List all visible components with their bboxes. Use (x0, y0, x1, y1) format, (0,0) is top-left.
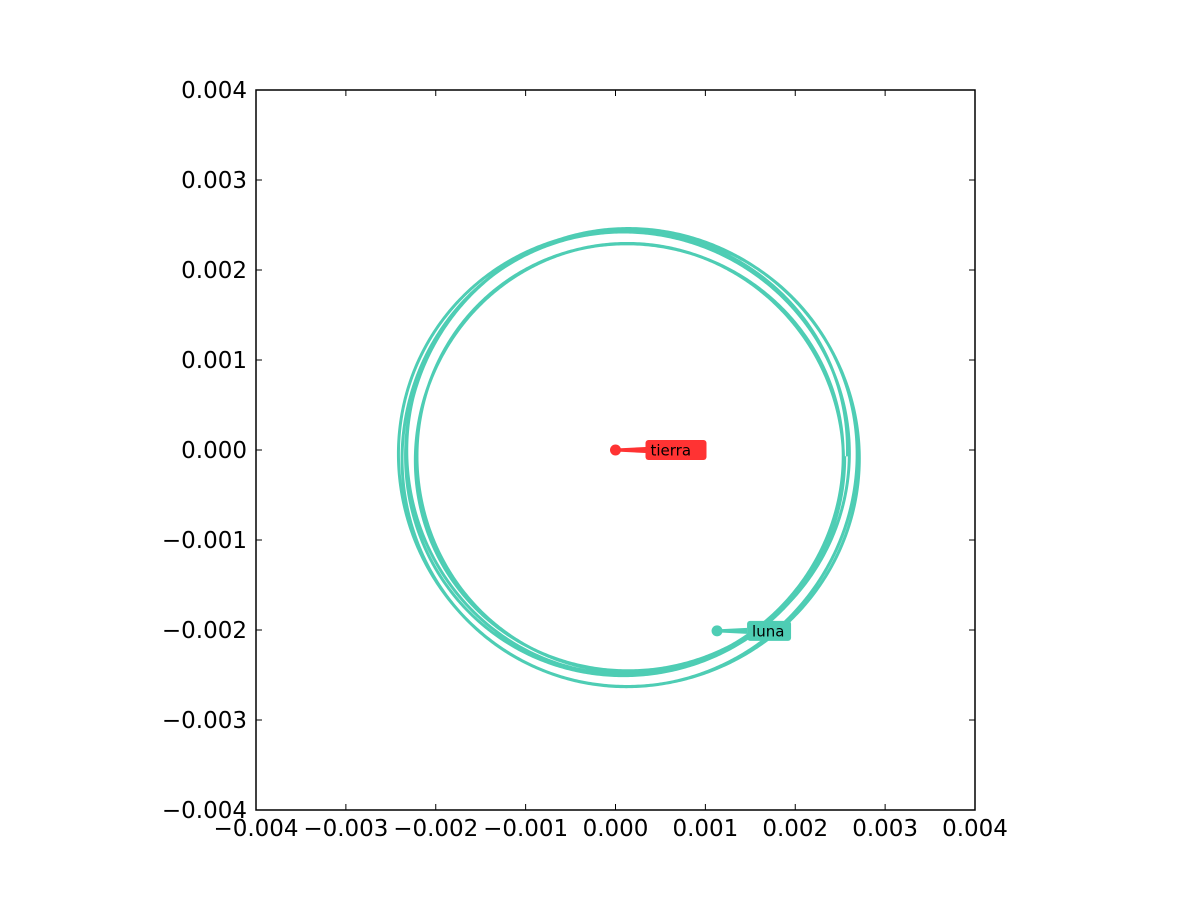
y-tick-label: 0.004 (181, 78, 247, 104)
point-label-box (645, 440, 707, 460)
y-tick-label: −0.001 (162, 528, 247, 554)
y-tick-label: 0.002 (181, 258, 247, 284)
x-tick-label: −0.003 (303, 816, 388, 842)
point-label: tierra (651, 442, 692, 460)
y-tick-labels: 0.004 0.003 0.002 0.001 0.000 −0.001 −0.002 −0.… (162, 78, 247, 824)
y-tick-label: −0.003 (162, 708, 247, 734)
x-tick-label: 0.002 (762, 816, 828, 842)
x-tick-label: −0.004 (213, 816, 298, 842)
x-tick-label: 0.000 (583, 816, 649, 842)
x-tick-label: 0.004 (942, 816, 1008, 842)
y-tick-label: 0.001 (181, 348, 247, 374)
axis-ticks (255, 89, 976, 811)
orbit-trajectories (396, 227, 861, 689)
x-tick-label: −0.002 (393, 816, 478, 842)
y-tick-label: −0.004 (162, 798, 247, 824)
point-label: luna (752, 622, 784, 640)
x-tick-label: 0.001 (672, 816, 738, 842)
y-tick-label: 0.003 (181, 168, 247, 194)
body-tierra: tierra (610, 440, 707, 460)
x-tick-label: −0.001 (483, 816, 568, 842)
moon-orbit-path (396, 227, 861, 689)
bodies: tierra luna (610, 440, 792, 641)
x-tick-label: 0.003 (852, 816, 918, 842)
point-marker (610, 444, 621, 456)
x-tick-labels: −0.004 −0.003 −0.002 −0.001 0.000 0.001 0.002 0… (213, 816, 1007, 842)
y-tick-label: 0.000 (181, 438, 247, 464)
label-pointer (717, 627, 748, 634)
point-marker (711, 625, 723, 637)
body-luna: luna (711, 620, 792, 641)
label-pointer (615, 447, 646, 453)
y-tick-label: −0.002 (162, 618, 247, 644)
point-label-box (747, 620, 792, 641)
